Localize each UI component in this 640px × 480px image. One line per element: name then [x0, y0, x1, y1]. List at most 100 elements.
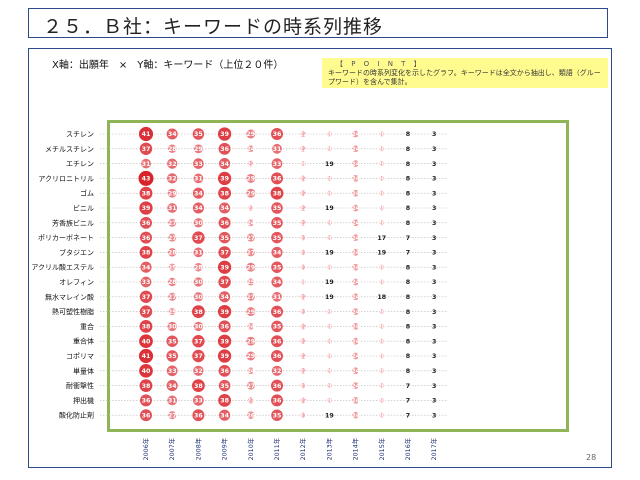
data-label: 3: [432, 250, 436, 257]
data-bubble: [217, 349, 232, 363]
y-tick-label: メチルスチレン: [45, 145, 94, 153]
data-label: 32: [168, 161, 177, 168]
data-label: 7: [406, 412, 410, 419]
data-label: 35: [273, 235, 282, 242]
data-bubble: [300, 353, 307, 359]
data-bubble: [352, 323, 359, 330]
data-label: 3: [432, 398, 436, 405]
data-bubble: [167, 203, 178, 213]
data-bubble: [352, 249, 359, 256]
data-label: 24: [351, 235, 360, 242]
data-bubble: [379, 383, 385, 389]
data-bubble: [300, 131, 307, 137]
data-bubble: [192, 409, 205, 422]
data-bubble: [272, 291, 282, 302]
data-label: 8: [406, 176, 410, 183]
data-label: 8: [406, 368, 410, 375]
data-label: 8: [406, 220, 410, 227]
data-label: 34: [142, 264, 151, 271]
data-label: 38: [220, 398, 229, 405]
data-label: 36: [220, 368, 229, 375]
data-bubble: [167, 395, 178, 406]
data-bubble: [246, 188, 256, 198]
data-label: 29: [168, 190, 177, 197]
data-label: 19: [325, 250, 334, 257]
data-label: 20: [377, 279, 386, 286]
data-label: 34: [194, 205, 203, 212]
data-label: 30: [194, 294, 203, 301]
data-label: 28: [194, 264, 203, 271]
data-bubble: [166, 350, 178, 362]
data-bubble: [219, 409, 231, 421]
data-label: 36: [220, 220, 229, 227]
data-label: 22: [299, 398, 308, 405]
data-label: 20: [325, 398, 334, 405]
data-label: 36: [273, 176, 282, 183]
data-bubble: [326, 146, 332, 152]
data-label: 39: [220, 131, 229, 138]
data-label: 39: [220, 353, 229, 360]
data-label: 8: [406, 324, 410, 331]
data-label: 19: [377, 250, 386, 257]
data-label: 22: [299, 220, 308, 227]
data-label: 25: [246, 279, 255, 286]
data-bubble: [247, 145, 255, 153]
data-label: 35: [273, 412, 282, 419]
data-bubble: [352, 263, 359, 271]
data-label: 22: [299, 205, 308, 212]
data-label: 24: [351, 279, 360, 286]
data-label: 20: [377, 412, 386, 419]
data-bubble: [352, 219, 359, 227]
data-bubble: [167, 277, 177, 287]
data-bubble: [247, 219, 255, 227]
data-bubble: [167, 188, 177, 198]
data-label: 38: [194, 383, 203, 390]
data-bubble: [300, 323, 307, 330]
data-label: 33: [194, 161, 203, 168]
point-text: キーワードの時系列変化を示したグラフ。キーワードは全文から抽出し、類語（グループ…: [328, 69, 601, 86]
data-label: 20: [299, 161, 308, 168]
data-label: 24: [351, 176, 360, 183]
data-label: 37: [194, 338, 203, 345]
data-bubble: [219, 291, 231, 303]
data-label: 39: [220, 338, 229, 345]
data-label: 8: [406, 294, 410, 301]
y-tick-label: 耐衝撃性: [66, 381, 94, 390]
data-bubble: [326, 235, 332, 241]
data-label: 27: [246, 383, 255, 390]
data-label: 24: [351, 309, 360, 316]
data-bubble: [140, 276, 152, 288]
data-label: 20: [377, 161, 386, 168]
data-label: 31: [168, 205, 177, 212]
data-bubble: [193, 173, 204, 184]
data-label: 34: [168, 131, 177, 138]
data-bubble: [379, 323, 385, 329]
data-label: 22: [299, 176, 308, 183]
data-bubble: [271, 320, 283, 333]
data-bubble: [193, 247, 204, 258]
y-tick-label: スチレン: [66, 131, 94, 139]
data-label: 8: [406, 205, 410, 212]
data-label: 34: [273, 250, 282, 257]
data-label: 37: [194, 353, 203, 360]
data-label: 3: [432, 146, 436, 153]
data-bubble: [139, 363, 153, 378]
data-bubble: [246, 307, 256, 317]
data-bubble: [271, 261, 283, 273]
data-label: 20: [377, 398, 386, 405]
data-bubble: [139, 186, 153, 200]
data-label: 24: [246, 220, 255, 227]
data-label: 39: [220, 309, 229, 316]
y-tick-label: ポリカーボネート: [38, 234, 94, 242]
data-label: 37: [194, 235, 203, 242]
data-bubble: [300, 234, 306, 241]
data-label: 20: [377, 190, 386, 197]
data-label: 8: [406, 338, 410, 345]
data-label: 37: [142, 309, 151, 316]
data-label: 20: [377, 368, 386, 375]
data-bubble: [167, 158, 178, 169]
data-label: 3: [432, 309, 436, 316]
data-bubble: [352, 130, 359, 138]
data-bubble: [379, 264, 385, 270]
data-label: 20: [325, 146, 334, 153]
